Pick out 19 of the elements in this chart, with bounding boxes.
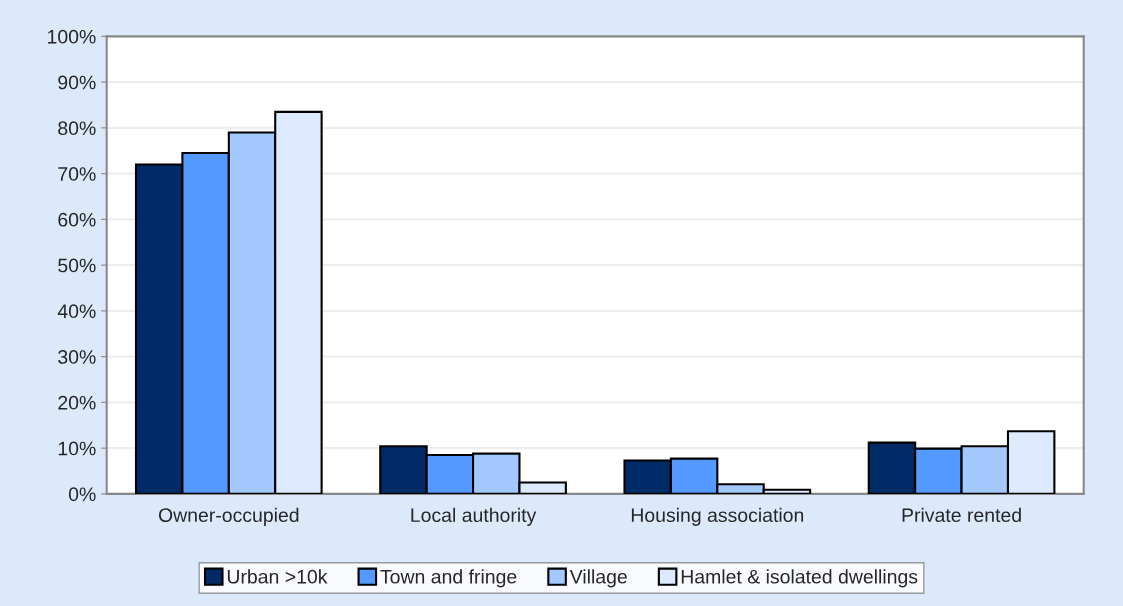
legend-label: Urban >10k — [227, 569, 328, 584]
y-tick-label: 60% — [58, 212, 96, 227]
y-tick-label: 90% — [58, 75, 96, 90]
y-tick-label: 10% — [58, 441, 96, 456]
legend-label: Village — [569, 569, 627, 588]
x-tick-label: Owner-occupied — [158, 507, 299, 526]
y-tick-label: 80% — [58, 121, 96, 136]
y-tick-label: 20% — [58, 395, 96, 410]
y-tick-label: 40% — [57, 304, 96, 319]
y-tick-label: 100% — [48, 29, 96, 44]
x-tick-label: Housing association — [631, 507, 804, 526]
y-tick-label: 70% — [58, 167, 96, 181]
y-tick-label: 30% — [58, 350, 96, 364]
legend-label: Town and fringe — [380, 569, 517, 588]
x-tick-label: Private rented — [902, 507, 1021, 523]
y-tick-label: 50% — [58, 258, 96, 273]
legend-label: Hamlet & isolated dwellings — [681, 569, 918, 588]
x-tick-label: Local authority — [411, 507, 537, 526]
y-tick-label: 0% — [68, 487, 96, 502]
